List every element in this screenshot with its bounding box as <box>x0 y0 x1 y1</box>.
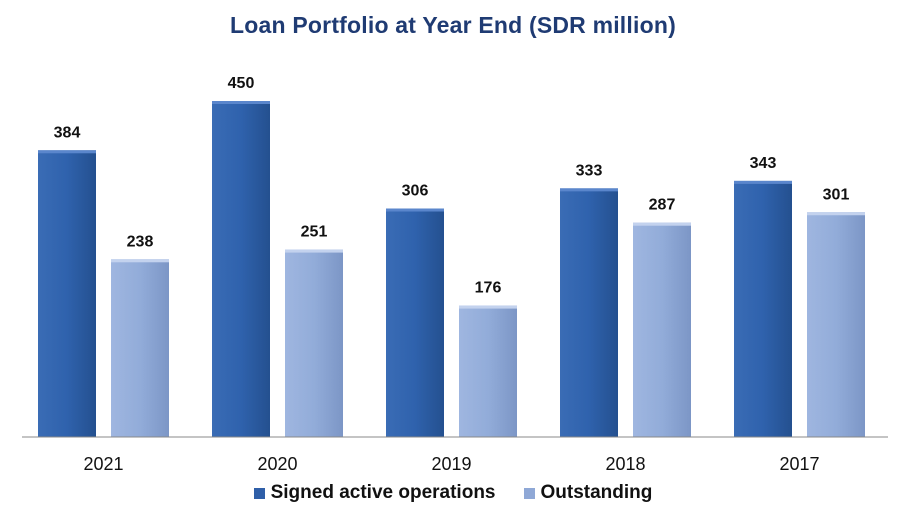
legend-item-outstanding: Outstanding <box>523 482 653 504</box>
bar-cap-outstanding-2019 <box>459 305 517 309</box>
x-tick-label-2021: 2021 <box>83 454 123 474</box>
bar-cap-outstanding-2018 <box>633 222 691 226</box>
data-labels-group: 384 238 450 251 306 176 333 287 343 301 <box>54 75 850 297</box>
legend-swatch-outstanding <box>523 487 535 499</box>
bar-cap-outstanding-2021 <box>111 259 169 263</box>
data-label-outstanding-2019: 176 <box>475 280 502 297</box>
bar-signed-active-operations-2020 <box>212 101 270 437</box>
bar-signed-active-operations-2018 <box>560 188 618 437</box>
x-tick-label-2019: 2019 <box>431 454 471 474</box>
bar-outstanding-2019 <box>459 305 517 437</box>
bar-cap-signed-active-operations-2017 <box>734 180 792 184</box>
x-tick-label-2017: 2017 <box>779 454 819 474</box>
legend-label-outstanding: Outstanding <box>540 482 653 503</box>
bar-signed-active-operations-2019 <box>386 208 444 437</box>
bar-outstanding-2018 <box>633 222 691 437</box>
data-label-outstanding-2017: 301 <box>823 186 850 203</box>
bar-cap-outstanding-2020 <box>285 249 343 253</box>
x-tick-label-2018: 2018 <box>605 454 645 474</box>
legend-swatch-signed-active <box>253 487 265 499</box>
bar-outstanding-2021 <box>111 259 169 437</box>
x-tick-label-2020: 2020 <box>257 454 297 474</box>
bars-group <box>38 101 865 438</box>
bar-outstanding-2020 <box>285 249 343 437</box>
data-label-signed-active-operations-2019: 306 <box>402 183 429 200</box>
bar-signed-active-operations-2017 <box>734 180 792 438</box>
data-label-signed-active-operations-2020: 450 <box>228 75 255 92</box>
legend-item-signed-active: Signed active operations <box>253 482 496 504</box>
bar-cap-signed-active-operations-2021 <box>38 150 96 154</box>
data-label-outstanding-2021: 238 <box>127 233 154 250</box>
data-label-outstanding-2018: 287 <box>649 197 676 214</box>
chart-title: Loan Portfolio at Year End (SDR million) <box>230 12 676 38</box>
data-label-signed-active-operations-2018: 333 <box>576 162 603 179</box>
bar-cap-signed-active-operations-2018 <box>560 188 618 192</box>
bar-cap-signed-active-operations-2020 <box>212 101 270 104</box>
data-label-signed-active-operations-2017: 343 <box>750 155 777 172</box>
bar-outstanding-2017 <box>807 212 865 437</box>
data-label-outstanding-2020: 251 <box>301 224 328 241</box>
legend-label-signed-active: Signed active operations <box>270 482 496 503</box>
bar-cap-signed-active-operations-2019 <box>386 208 444 212</box>
legend: Signed active operations Outstanding <box>0 482 906 504</box>
bar-signed-active-operations-2021 <box>38 150 96 437</box>
bar-cap-outstanding-2017 <box>807 212 865 216</box>
x-tick-labels-group: 2021 2020 2019 2018 2017 <box>83 454 819 474</box>
data-label-signed-active-operations-2021: 384 <box>54 124 81 141</box>
